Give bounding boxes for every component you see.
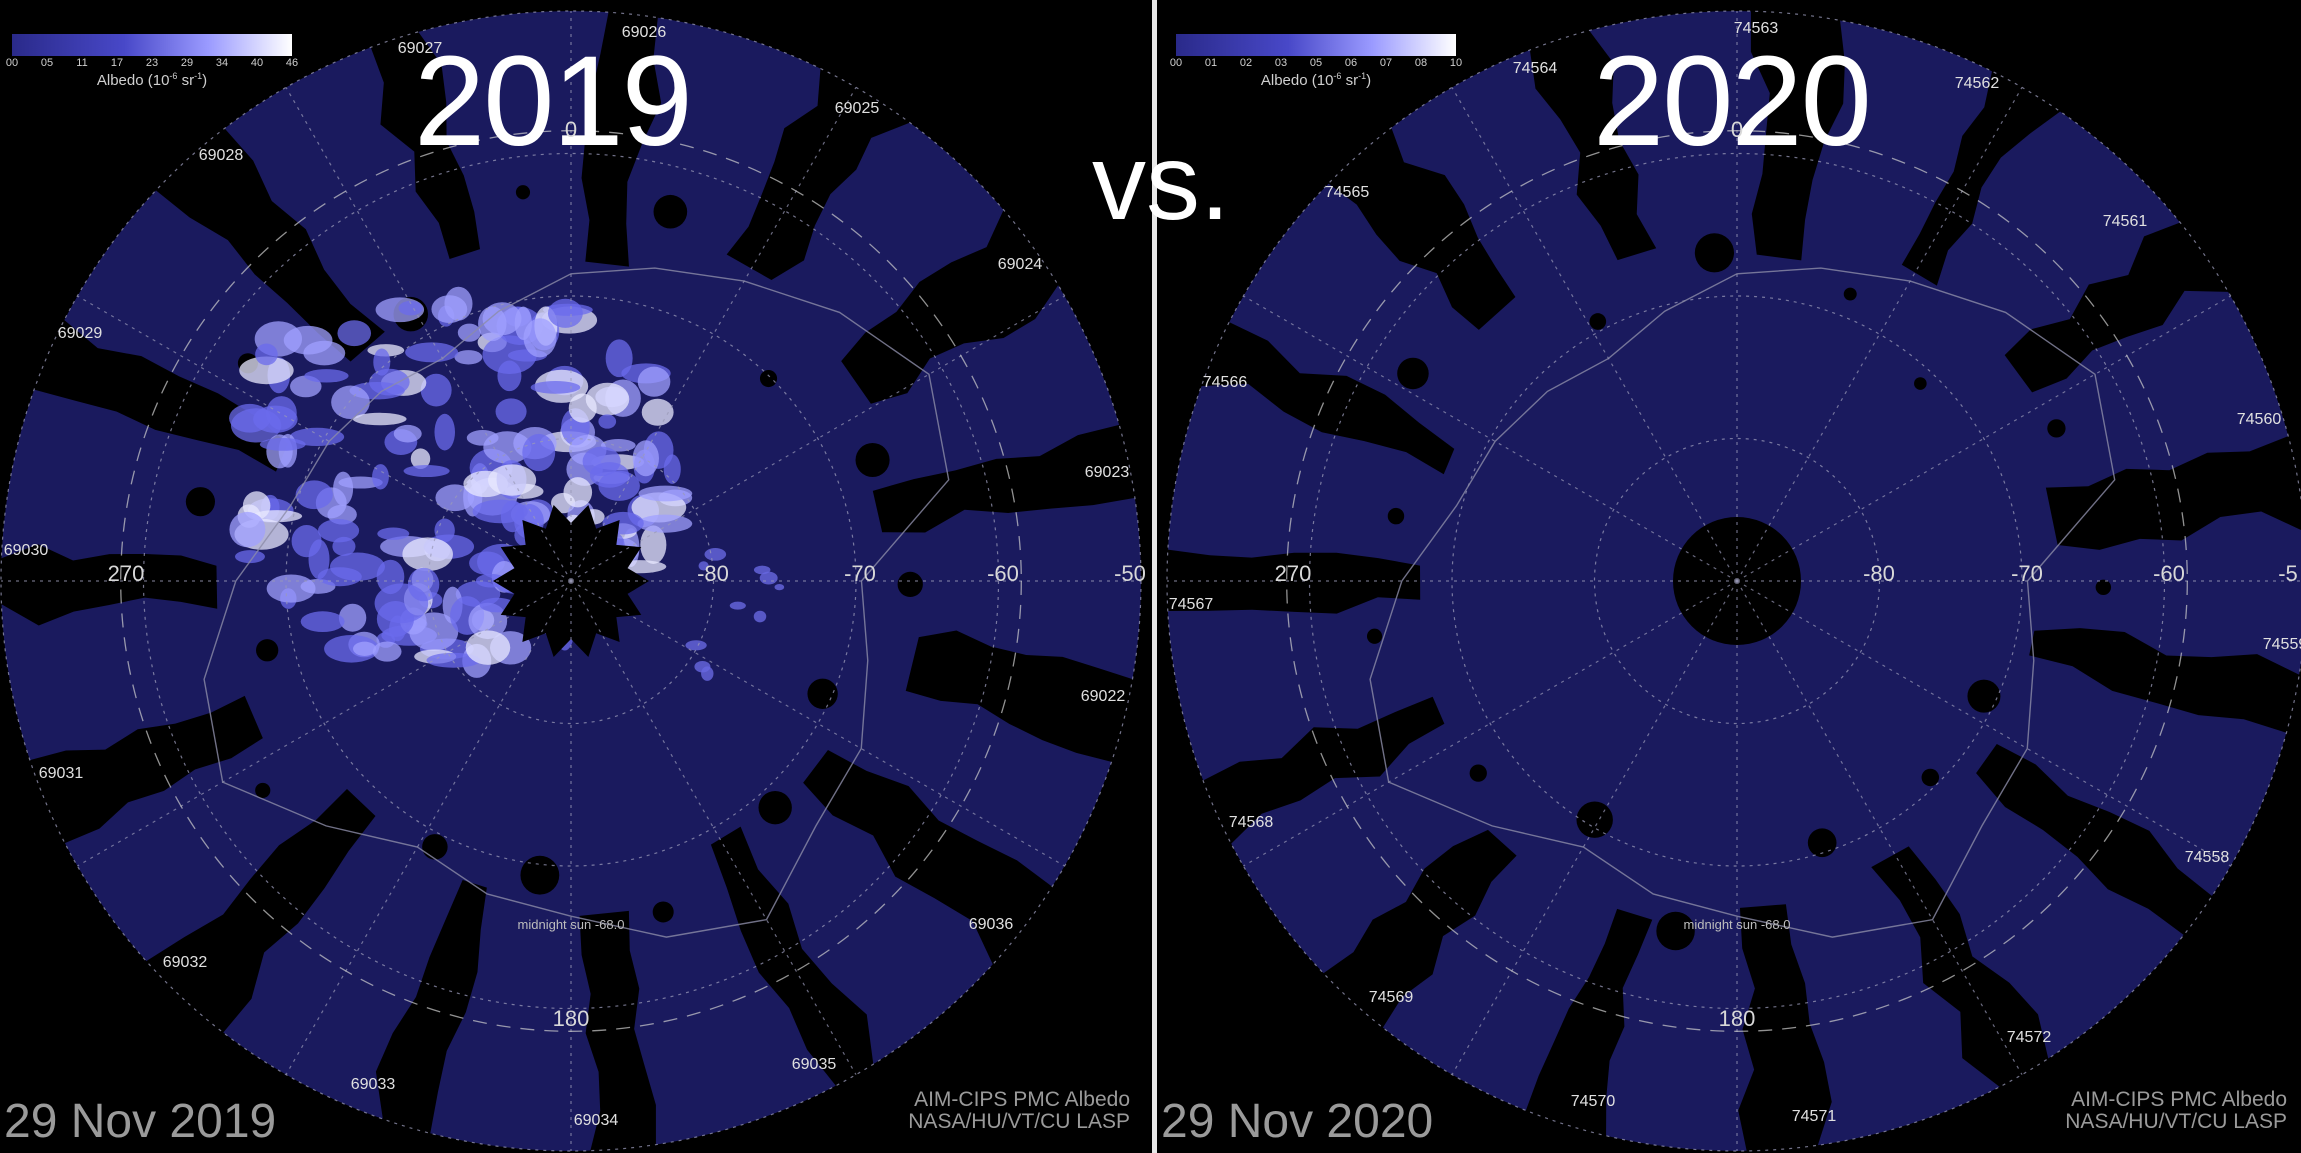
colorbar-2019: 00 05 11 17 23 29 34 40 46 Albedo (10-6 … (6, 34, 298, 89)
colorbar-tick: 01 (1204, 57, 1218, 69)
colorbar-tick: 00 (5, 57, 19, 69)
orbit-label: 69033 (350, 1076, 396, 1093)
orbit-label: 74559 (2262, 636, 2301, 653)
orbit-label: 74558 (2184, 849, 2230, 866)
panel-divider (1152, 0, 1157, 1153)
polar-map-2019 (0, 0, 1146, 1153)
graticule (1166, 10, 2301, 1152)
colorbar-title: Albedo (10-6 sr-1) (1260, 71, 1372, 89)
colorbar-tick: 05 (1309, 57, 1323, 69)
midnight-sun-label: midnight sun -68.0 (517, 917, 625, 932)
orbit-label: 74571 (1791, 1108, 1837, 1125)
year-title-2019: 2019 (414, 30, 693, 173)
credit-line: AIM-CIPS PMC Albedo (2071, 1088, 2287, 1111)
colorbar-tick: 00 (1169, 57, 1183, 69)
data-gaps (0, 0, 1146, 1153)
lon-label-270: 270 (1274, 561, 1312, 586)
orbit-label: 69022 (1080, 688, 1126, 705)
coastline (203, 267, 950, 938)
orbit-label: 74568 (1228, 814, 1274, 831)
year-title-2020: 2020 (1593, 30, 1872, 173)
colorbar-gradient (12, 34, 292, 56)
polar-map-2020 (1157, 0, 2301, 1153)
credit-line: AIM-CIPS PMC Albedo (914, 1088, 1130, 1111)
orbit-label: 74569 (1368, 989, 1414, 1006)
orbit-label: 74570 (1570, 1093, 1616, 1110)
orbit-label: 74563 (1733, 20, 1779, 37)
orbit-label: 69035 (791, 1056, 837, 1073)
colorbar-tick: 34 (215, 57, 229, 69)
midnight-sun-ring (1286, 130, 2188, 1032)
map-panel-2020: 00 01 02 03 05 06 07 08 10 Albedo (10-6 … (1157, 0, 2301, 1153)
credit-2019: AIM-CIPS PMC Albedo NASA/HU/VT/CU LASP (908, 1089, 1130, 1133)
lon-label-0: 0 (564, 117, 578, 142)
colorbar-tick: 05 (40, 57, 54, 69)
colorbar-ticks: 00 01 02 03 05 06 07 08 10 (1170, 56, 1462, 70)
colorbar-2020: 00 01 02 03 05 06 07 08 10 Albedo (10-6 … (1170, 34, 1462, 89)
orbit-label: 74560 (2236, 411, 2282, 428)
date-label-2019: 29 Nov 2019 (4, 1095, 277, 1148)
colorbar-tick: 10 (1449, 57, 1463, 69)
orbit-label: 69026 (621, 24, 667, 41)
orbit-label: 74572 (2006, 1029, 2052, 1046)
colorbar-tick: 29 (180, 57, 194, 69)
orbit-label: 69034 (573, 1112, 619, 1129)
midnight-sun-label: midnight sun -68.0 (1683, 917, 1791, 932)
orbit-label: 74561 (2102, 213, 2148, 230)
orbit-label: 69027 (397, 40, 443, 57)
orbit-label: 69025 (834, 100, 880, 117)
lon-label-0: 0 (1730, 117, 1744, 142)
colorbar-tick: 07 (1379, 57, 1393, 69)
orbit-label: 69032 (162, 954, 208, 971)
colorbar-ticks: 00 05 11 17 23 29 34 40 46 (6, 56, 298, 70)
lat-label: -5 (2278, 561, 2298, 586)
colorbar-tick: 46 (285, 57, 299, 69)
lat-label: -70 (2011, 561, 2043, 586)
lat-label: -60 (2153, 561, 2185, 586)
lat-label: -70 (844, 561, 876, 586)
orbit-label: 69024 (997, 256, 1043, 273)
colorbar-tick: 11 (76, 57, 88, 69)
colorbar-tick: 23 (145, 57, 159, 69)
vs-label: vs. (1092, 121, 1231, 242)
lat-label: -50 (1114, 561, 1146, 586)
credit-line: NASA/HU/VT/CU LASP (2065, 1110, 2287, 1133)
orbit-label: 69030 (3, 542, 49, 559)
credit-2020: AIM-CIPS PMC Albedo NASA/HU/VT/CU LASP (2065, 1089, 2287, 1133)
colorbar-tick: 06 (1344, 57, 1358, 69)
orbit-label: 69036 (968, 916, 1014, 933)
colorbar-gradient (1176, 34, 1456, 56)
lon-label-180: 180 (552, 1006, 590, 1031)
orbit-label: 74566 (1202, 374, 1248, 391)
coastline (1369, 267, 2116, 938)
orbit-label: 74562 (1954, 75, 2000, 92)
lat-label: -80 (1863, 561, 1895, 586)
lat-label: -80 (697, 561, 729, 586)
lat-label: -60 (987, 561, 1019, 586)
colorbar-title: Albedo (10-6 sr-1) (96, 71, 208, 89)
credit-line: NASA/HU/VT/CU LASP (908, 1110, 1130, 1133)
map-panel-2019: 00 05 11 17 23 29 34 40 46 Albedo (10-6 … (0, 0, 1146, 1153)
colorbar-tick: 02 (1239, 57, 1253, 69)
graticule (0, 10, 1142, 1152)
orbit-label: 69029 (57, 325, 103, 342)
orbit-label: 69031 (38, 765, 84, 782)
data-gaps (1157, 0, 2301, 1153)
orbit-label: 69028 (198, 147, 244, 164)
colorbar-tick: 03 (1274, 57, 1288, 69)
colorbar-tick: 08 (1414, 57, 1428, 69)
midnight-sun-ring (120, 130, 1022, 1032)
lon-label-180: 180 (1718, 1006, 1756, 1031)
orbit-label: 69023 (1084, 464, 1130, 481)
orbit-label: 74565 (1324, 184, 1370, 201)
orbit-label: 74564 (1512, 60, 1558, 77)
orbit-label: 74567 (1168, 596, 1214, 613)
colorbar-tick: 17 (110, 57, 124, 69)
lon-label-270: 270 (107, 561, 145, 586)
date-label-2020: 29 Nov 2020 (1161, 1095, 1434, 1148)
colorbar-tick: 40 (250, 57, 264, 69)
